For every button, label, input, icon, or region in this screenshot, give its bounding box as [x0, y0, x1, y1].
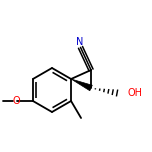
Text: OH: OH	[127, 88, 142, 98]
Text: O: O	[12, 96, 20, 106]
Text: N: N	[76, 37, 83, 47]
Polygon shape	[71, 79, 92, 91]
